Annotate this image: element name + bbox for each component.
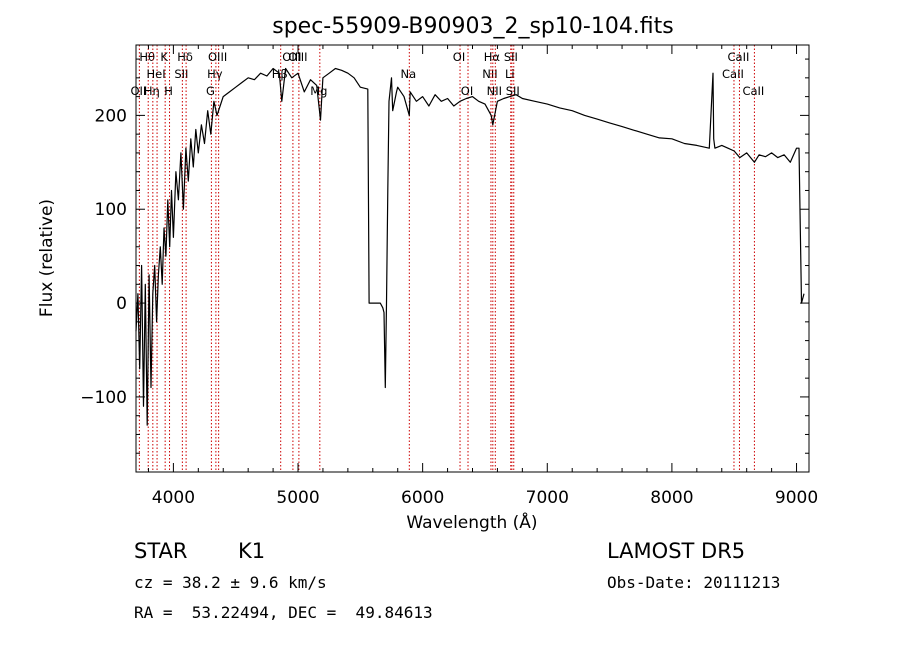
line-marker-label: Li <box>505 67 515 81</box>
object-subclass: K1 <box>238 539 266 563</box>
line-marker-label: OIII <box>282 50 301 64</box>
x-tick-label: 8000 <box>650 488 693 508</box>
spectrum-series <box>135 67 805 426</box>
line-marker-label: Hδ <box>177 50 193 64</box>
line-marker-label: Mg <box>310 84 327 98</box>
x-tick-label: 6000 <box>401 488 444 508</box>
line-marker-label: NII <box>482 67 497 81</box>
x-tick-label: 9000 <box>775 488 818 508</box>
y-axis: −100 0 100 200 <box>80 58 809 454</box>
x-tick-label: 4000 <box>152 488 195 508</box>
redshift-text: cz = 38.2 ± 9.6 km/s <box>134 573 327 592</box>
line-marker-label: H <box>164 84 173 98</box>
line-marker-label: OIII <box>288 50 307 64</box>
spectrum-line <box>135 67 805 426</box>
line-marker-label: HeI <box>146 67 165 81</box>
obs-date-text: Obs-Date: 20111213 <box>607 573 781 592</box>
line-markers: OIIHθHηHeIKHSIIHδGHγOIIIHβOIIIOIIIMgNaOI… <box>130 45 764 472</box>
line-marker-label: Hη <box>144 84 160 98</box>
line-marker-label: OIII <box>208 50 227 64</box>
spectrum-plot: spec-55909-B90903_2_sp10-104.fits OII Hθ H… <box>37 14 818 533</box>
line-marker-label: NII <box>487 84 502 98</box>
survey-name: LAMOST DR5 <box>607 539 746 563</box>
line-marker-label: CaII <box>728 50 750 64</box>
x-tick-label: 5000 <box>276 488 319 508</box>
x-axis: 4000 5000 6000 7000 8000 9000 <box>147 45 818 508</box>
line-marker-label: OI <box>461 84 473 98</box>
y-tick-label: −100 <box>80 388 127 408</box>
y-axis-label: Flux (relative) <box>37 199 57 317</box>
chart-title: spec-55909-B90903_2_sp10-104.fits <box>272 14 674 39</box>
radec-text: RA = 53.22494, DEC = 49.84613 <box>134 603 433 622</box>
line-marker-label: Hα <box>484 50 501 64</box>
y-tick-label: 200 <box>95 106 127 126</box>
line-marker-label: SII <box>174 67 188 81</box>
line-marker-label: Na <box>400 67 416 81</box>
object-class: STAR <box>134 539 188 563</box>
line-marker-label: CaII <box>742 84 764 98</box>
line-marker-label: G <box>206 84 215 98</box>
line-marker-label: Hγ <box>207 67 223 81</box>
line-marker-label: OII <box>130 84 146 98</box>
line-marker-label: SII <box>504 50 518 64</box>
y-tick-label: 100 <box>95 200 127 220</box>
line-marker-label: OI <box>453 50 465 64</box>
line-marker-label: CaII <box>722 67 744 81</box>
line-marker-label: Hθ <box>139 50 155 64</box>
line-marker-label: K <box>160 50 168 64</box>
x-tick-label: 7000 <box>526 488 569 508</box>
y-tick-label: 0 <box>116 294 127 314</box>
x-axis-label: Wavelength (Å) <box>406 511 537 533</box>
plot-frame <box>135 44 810 473</box>
